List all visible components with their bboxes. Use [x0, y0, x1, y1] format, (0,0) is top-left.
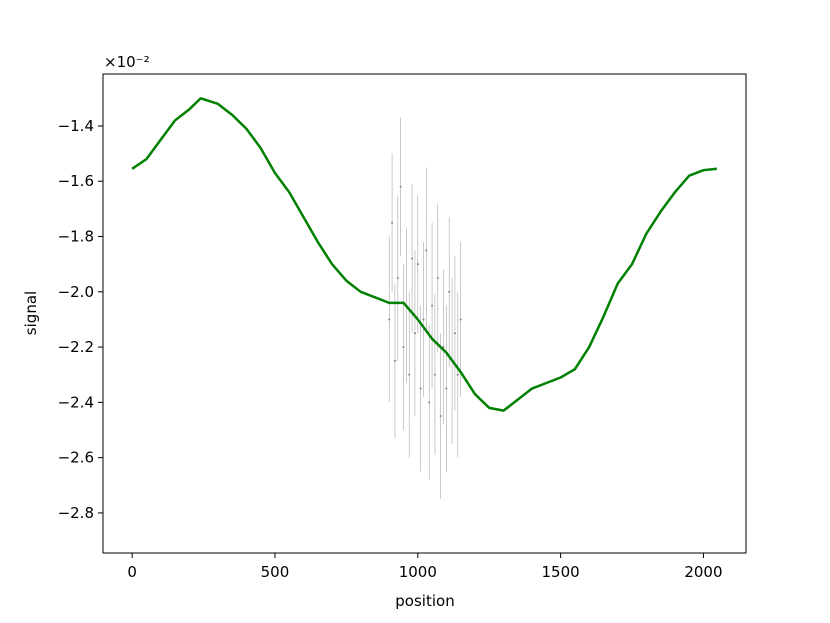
- y-tick-label: −1.4: [58, 117, 94, 135]
- data-point: [439, 415, 442, 418]
- y-tick-label: −1.8: [58, 228, 94, 246]
- data-point: [422, 318, 425, 321]
- data-point: [388, 318, 391, 321]
- y-tick-label: −2.8: [58, 504, 94, 522]
- x-tick-label: 2000: [684, 563, 722, 581]
- data-point: [448, 290, 451, 293]
- data-point: [428, 401, 431, 404]
- data-point: [453, 332, 456, 335]
- data-point: [459, 318, 462, 321]
- plot-frame: [102, 73, 747, 554]
- data-point: [399, 185, 402, 188]
- data-point: [393, 359, 396, 362]
- data-point: [442, 346, 445, 349]
- offset-label: ×10⁻²: [104, 53, 150, 71]
- data-point: [413, 332, 416, 335]
- x-axis-label: position: [395, 592, 454, 610]
- y-axis-label: signal: [22, 291, 40, 335]
- data-point: [436, 276, 439, 279]
- data-point: [419, 387, 422, 390]
- data-point: [425, 249, 428, 252]
- data-point: [416, 263, 419, 266]
- x-tick-label: 1000: [399, 563, 437, 581]
- y-tick-label: −1.6: [58, 172, 94, 190]
- data-point: [456, 373, 459, 376]
- data-point: [408, 373, 411, 376]
- data-point: [433, 373, 436, 376]
- x-tick-label: 1500: [542, 563, 580, 581]
- y-tick-label: −2.0: [58, 283, 94, 301]
- y-tick-label: −2.2: [58, 338, 94, 356]
- data-point: [391, 221, 394, 224]
- line: [131, 97, 717, 412]
- data-point: [396, 276, 399, 279]
- y-tick-label: −2.4: [58, 393, 94, 411]
- data-point: [411, 257, 414, 260]
- x-tick-label: 500: [261, 563, 290, 581]
- y-tick-label: −2.6: [58, 449, 94, 467]
- x-tick-label: 0: [127, 563, 137, 581]
- data-point: [431, 304, 434, 307]
- data-point: [445, 387, 448, 390]
- data-point: [402, 346, 405, 349]
